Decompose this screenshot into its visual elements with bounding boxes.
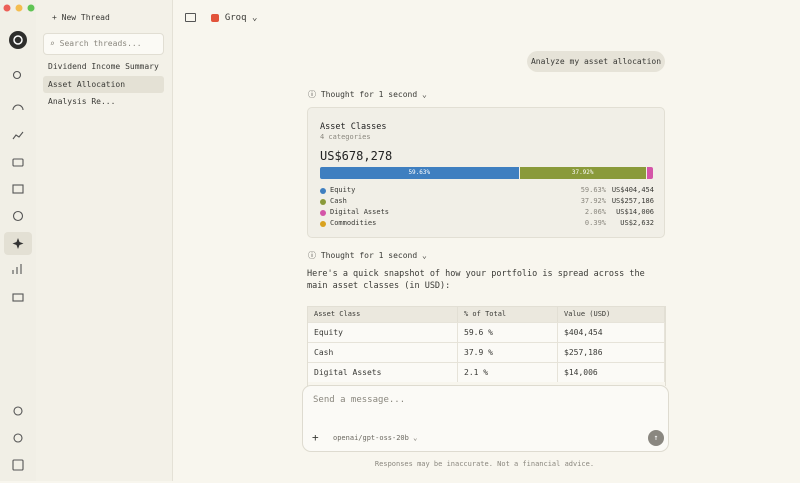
legend-percent: 2.06% xyxy=(584,208,606,216)
thought-toggle[interactable]: ⓘ Thought for 1 second ⌄ xyxy=(308,90,427,99)
card-title: Asset Classes xyxy=(320,122,387,132)
legend-swatch xyxy=(320,210,326,216)
legend-percent: 0.39% xyxy=(584,219,606,227)
table-cell: 59.6 % xyxy=(458,323,558,342)
legend-value: US$2,632 xyxy=(620,219,654,227)
composer: Send a message... + openai/gpt-oss-20b ⌄… xyxy=(302,385,669,452)
legend-swatch xyxy=(320,221,326,227)
bar-segment: 59.63% xyxy=(320,167,519,179)
allocation-card: Asset Classes 4 categories US$678,278 59… xyxy=(307,107,665,238)
header-cell: % of Total xyxy=(458,307,558,322)
provider-name[interactable]: Groq xyxy=(224,13,247,23)
legend-row: Commodities 0.39% US$2,632 xyxy=(320,219,654,230)
new-thread-button[interactable]: + New Thread xyxy=(52,13,110,22)
send-button[interactable]: ↑ xyxy=(648,430,664,446)
thought-toggle[interactable]: ⓘ Thought for 1 second ⌄ xyxy=(308,251,427,260)
legend-percent: 37.92% xyxy=(580,197,606,205)
table-cell: 2.1 % xyxy=(458,363,558,382)
new-thread-label: New Thread xyxy=(61,13,110,22)
bar-segment: 37.92% xyxy=(519,167,646,179)
legend-name: Digital Assets xyxy=(330,208,390,216)
legend-row: Equity 59.63% US$404,454 xyxy=(320,186,654,197)
legend-row: Digital Assets 2.06% US$14,006 xyxy=(320,208,654,219)
table-cell: 37.9 % xyxy=(458,343,558,362)
legend-name: Commodities xyxy=(330,219,377,227)
provider-icon xyxy=(211,13,220,22)
message-input[interactable]: Send a message... xyxy=(313,395,406,405)
thread-item-active[interactable]: Asset Allocation Analysis Re... xyxy=(43,76,164,106)
table-row: Digital Assets 2.1 % $14,006 xyxy=(308,362,665,382)
card-total: US$678,278 xyxy=(320,149,393,163)
table-cell: $14,006 xyxy=(558,363,665,382)
legend-name: Cash xyxy=(330,197,347,205)
thought-label: Thought for 1 second xyxy=(320,251,418,260)
legend-value: US$14,006 xyxy=(616,208,654,216)
allocation-bar: 59.63% 37.92% xyxy=(320,167,653,179)
table-row: Cash 37.9 % $257,186 xyxy=(308,342,665,362)
search-placeholder: Search threads... xyxy=(59,39,142,48)
model-name: openai/gpt-oss-20b xyxy=(333,434,409,442)
thought-label: Thought for 1 second xyxy=(320,90,418,99)
legend-value: US$257,186 xyxy=(611,197,654,205)
thread-item[interactable]: Dividend Income Summary xyxy=(48,62,159,71)
legend-row: Cash 37.92% US$257,186 xyxy=(320,197,654,208)
table-cell: Equity xyxy=(308,323,458,342)
reply-text: Here's a quick snapshot of how your port… xyxy=(307,269,645,291)
card-subtitle: 4 categories xyxy=(320,133,371,141)
allocation-table: Asset Class% of Total Value (USD) Equity 59… xyxy=(307,306,666,386)
legend-percent: 59.63% xyxy=(580,186,606,194)
segment-label: 37.92% xyxy=(571,169,594,176)
table-cell: $257,186 xyxy=(558,343,665,362)
table-row: Equity 59.6 % $404,454 xyxy=(308,322,665,342)
legend-swatch xyxy=(320,199,326,205)
icon-rail xyxy=(0,0,37,481)
legend-name: Equity xyxy=(330,186,356,194)
rail-icons xyxy=(3,4,35,471)
bar-segment xyxy=(646,167,653,179)
legend-value: US$404,454 xyxy=(611,186,654,194)
table-header: Asset Class% of Total Value (USD) xyxy=(308,307,665,322)
legend: Equity 59.63% US$404,454 Cash 37.92% US$257,1… xyxy=(320,186,654,230)
table-cell: Cash xyxy=(308,343,458,362)
segment-label: 59.63% xyxy=(408,169,431,176)
sidebar-toggle[interactable] xyxy=(185,13,196,22)
legend-swatch xyxy=(320,188,326,194)
disclaimer: Responses may be inaccurate. Not a finan… xyxy=(374,460,595,468)
user-message: Analyze my asset allocation xyxy=(527,51,665,72)
header-cell: Value (USD) xyxy=(558,307,665,322)
model-selector[interactable]: openai/gpt-oss-20b ⌄ xyxy=(333,434,418,442)
thread-list: + New Thread ⌕ Search threads... Dividen… xyxy=(36,0,173,481)
table-cell: Digital Assets xyxy=(308,363,458,382)
header-cell: Asset Class xyxy=(308,307,458,322)
table-cell: $404,454 xyxy=(558,323,665,342)
attach-button[interactable]: + xyxy=(312,431,319,444)
header: Groq ⌄ xyxy=(185,13,257,23)
search-box[interactable]: ⌕ Search threads... xyxy=(43,33,164,55)
